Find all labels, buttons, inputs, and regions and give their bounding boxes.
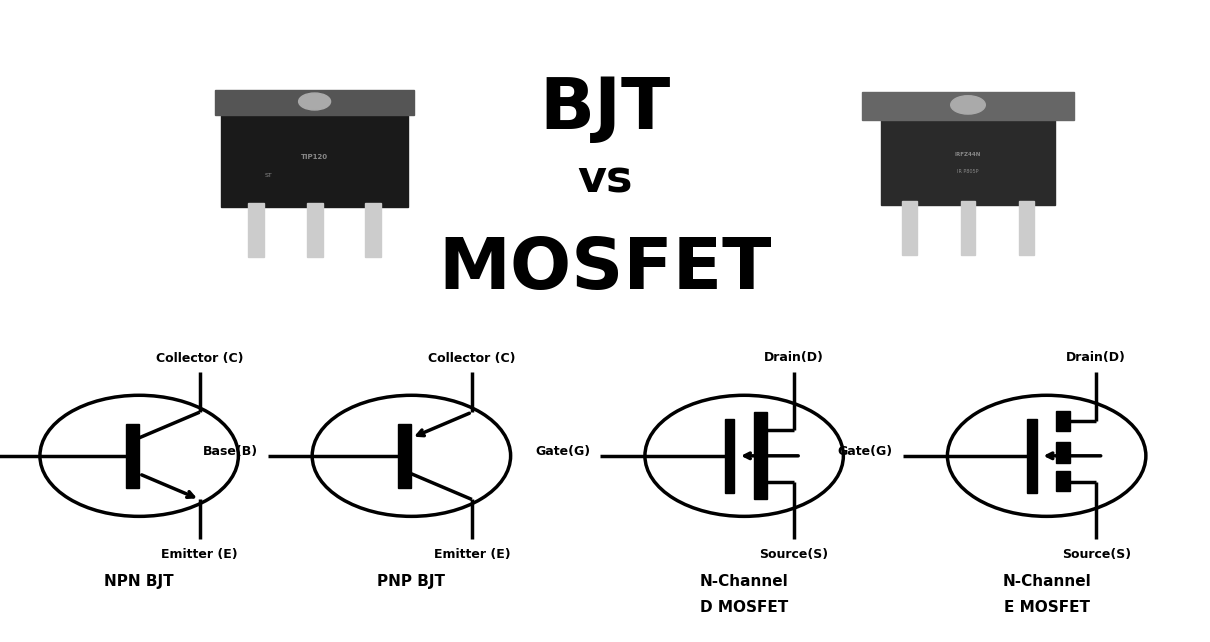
Ellipse shape <box>299 93 330 110</box>
Bar <box>1056 442 1070 463</box>
Text: TIP120: TIP120 <box>301 154 328 160</box>
Bar <box>881 121 1055 205</box>
Bar <box>398 424 411 488</box>
Text: vs: vs <box>577 159 633 201</box>
Bar <box>961 201 975 255</box>
Text: Base(B): Base(B) <box>202 446 258 458</box>
Bar <box>903 201 917 255</box>
Text: MOSFET: MOSFET <box>438 235 772 304</box>
Text: Drain(D): Drain(D) <box>764 351 824 364</box>
Text: N-Channel: N-Channel <box>1002 574 1091 589</box>
Text: Gate(G): Gate(G) <box>837 446 893 458</box>
Text: ST: ST <box>264 173 272 178</box>
Bar <box>1056 411 1070 431</box>
Bar <box>248 203 264 257</box>
Bar <box>725 419 734 493</box>
Text: N-Channel: N-Channel <box>699 574 789 589</box>
Text: Source(S): Source(S) <box>1061 548 1131 561</box>
Text: Source(S): Source(S) <box>759 548 829 561</box>
Bar <box>214 90 414 116</box>
Text: PNP BJT: PNP BJT <box>378 574 445 589</box>
Text: IRFZ44N: IRFZ44N <box>955 152 981 157</box>
Text: E MOSFET: E MOSFET <box>1003 600 1090 615</box>
Text: BJT: BJT <box>540 74 670 144</box>
Text: Gate(G): Gate(G) <box>535 446 590 458</box>
Bar <box>306 203 323 257</box>
Bar <box>126 424 139 488</box>
Bar <box>221 116 408 207</box>
Ellipse shape <box>951 96 985 114</box>
Text: NPN BJT: NPN BJT <box>104 574 174 589</box>
Bar <box>862 92 1074 121</box>
Text: Emitter (E): Emitter (E) <box>433 548 511 561</box>
Text: IR P805P: IR P805P <box>957 169 979 174</box>
Bar <box>1019 201 1033 255</box>
Text: Emitter (E): Emitter (E) <box>161 548 238 561</box>
Text: D MOSFET: D MOSFET <box>701 600 788 615</box>
Text: Collector (C): Collector (C) <box>428 352 515 365</box>
Text: Collector (C): Collector (C) <box>156 352 243 365</box>
Bar <box>754 413 767 499</box>
Bar <box>1056 471 1070 491</box>
Text: Drain(D): Drain(D) <box>1066 351 1127 364</box>
Bar <box>1027 419 1037 493</box>
Bar <box>365 203 381 257</box>
